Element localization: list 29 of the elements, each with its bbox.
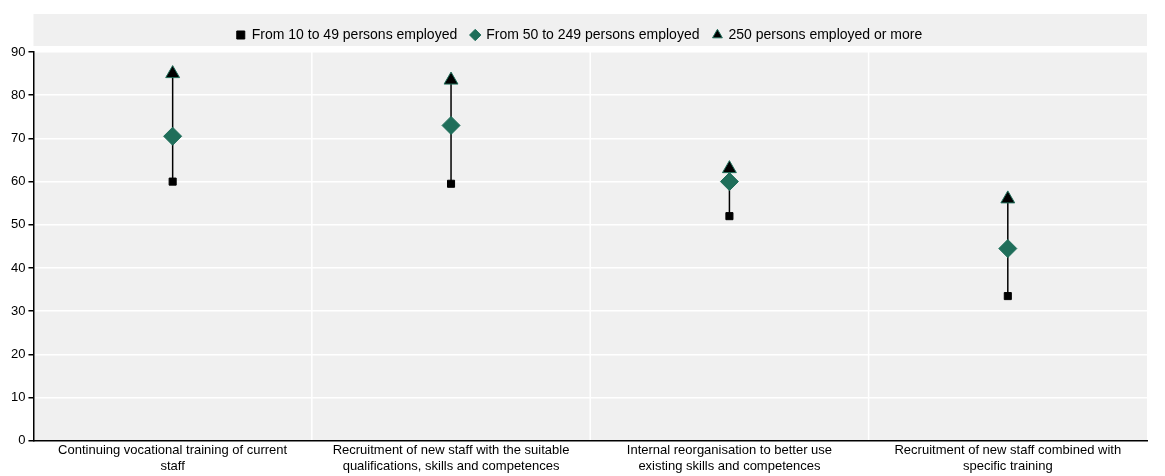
y-tick-label: 60 [10, 173, 26, 189]
point [719, 172, 739, 192]
point [1000, 190, 1016, 204]
point [721, 160, 737, 174]
point [168, 177, 177, 186]
x-tick-label: Recruitment of new staff with the suitable qualifications, skills and competences [332, 442, 570, 473]
y-tick-label: 40 [10, 259, 26, 275]
y-tick-label: 50 [10, 216, 26, 232]
point [447, 179, 456, 188]
legend-label: From 50 to 249 persons employed [486, 25, 700, 42]
x-tick-label: Internal reorganisation to better use existing skills and competences [626, 442, 833, 473]
y-tick-label: 20 [10, 345, 26, 361]
y-tick-label: 0 [18, 432, 26, 448]
point [1003, 292, 1012, 301]
legend-label: From 10 to 49 persons employed [251, 25, 458, 42]
y-tick-label: 10 [10, 389, 26, 405]
y-tick-label: 90 [10, 43, 26, 59]
point [998, 239, 1018, 259]
point [441, 115, 461, 135]
legend-label: 250 persons employed or more [728, 25, 923, 42]
x-tick-label: Recruitment of new staff combined with specific training [894, 442, 1122, 473]
point [725, 212, 734, 221]
point [163, 126, 183, 146]
x-tick-label: Continuing vocational training of current staff [58, 442, 288, 473]
y-tick-label: 80 [10, 86, 26, 102]
point [165, 65, 181, 79]
y-tick-label: 30 [10, 302, 26, 318]
y-tick-label: 70 [10, 129, 26, 145]
point [443, 71, 459, 85]
